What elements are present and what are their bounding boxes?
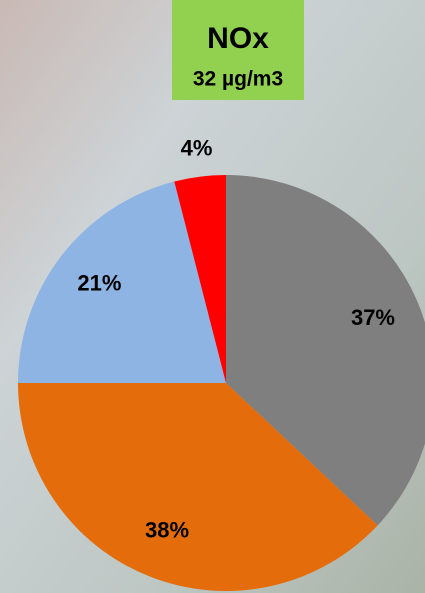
data-label: 37% [351,305,395,330]
data-label: 21% [77,271,121,296]
pie-slice [226,175,425,526]
chart-title: NOx [207,22,269,55]
data-label: 4% [181,136,213,161]
pie-slice [18,181,226,383]
title-box [172,0,304,100]
pie-slice [18,383,378,592]
chart-subtitle: 32 µg/m3 [193,68,283,91]
pie-slice [174,175,226,383]
data-label: 38% [145,518,189,543]
